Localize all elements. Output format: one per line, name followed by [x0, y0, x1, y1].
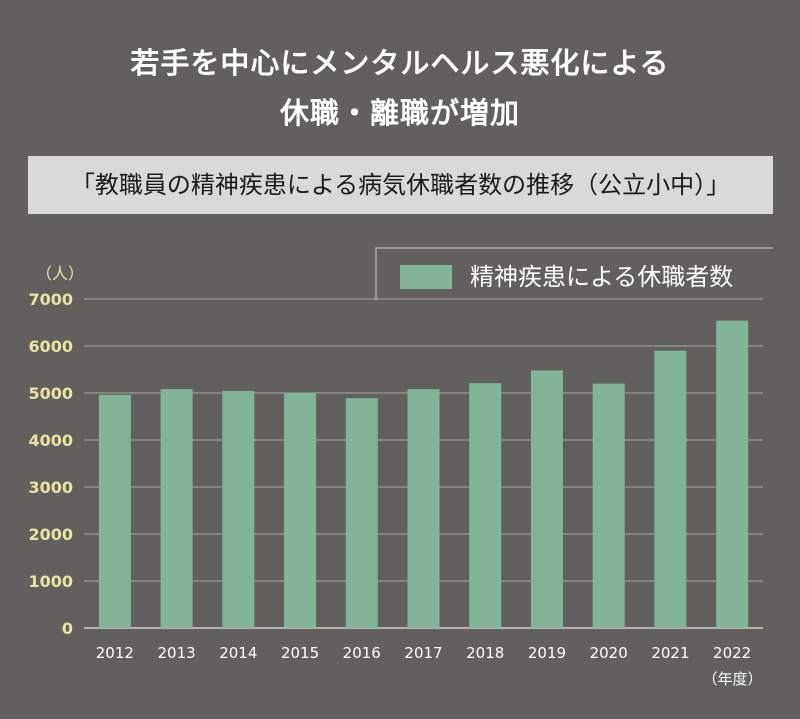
legend-label: 精神疾患による休職者数: [470, 263, 734, 291]
bar-2021: [654, 350, 687, 628]
bar-2014: [222, 390, 255, 628]
y-tick-label: 6000: [28, 337, 73, 356]
chart-title-line1: 若手を中心にメンタルヘルス悪化による: [130, 46, 670, 80]
bar-2015: [284, 392, 317, 628]
x-axis-unit-label: （年度）: [702, 670, 763, 688]
x-tick-label: 2012: [96, 644, 134, 662]
bar-2018: [469, 383, 502, 628]
y-tick-labels: 0 1000 2000 3000 4000 5000 6000 7000: [28, 290, 73, 638]
chart-subtitle: 「教職員の精神疾患による病気休職者数の推移（公立小中）」: [28, 156, 773, 214]
x-tick-label: 2016: [343, 644, 381, 662]
y-tick-label: 3000: [28, 478, 73, 497]
x-tick-label: 2015: [281, 644, 319, 662]
bar-2012: [98, 394, 131, 628]
bar-2017: [407, 389, 440, 628]
chart-title-line2: 休職・離職が増加: [279, 96, 520, 130]
bar-2022: [716, 320, 749, 628]
x-tick-label: 2019: [528, 644, 566, 662]
legend-swatch: [400, 265, 452, 289]
x-tick-label: 2014: [219, 644, 257, 662]
y-tick-label: 0: [62, 619, 73, 638]
bar-2020: [592, 383, 625, 628]
x-tick-label: 2021: [651, 644, 689, 662]
bar-2013: [160, 389, 193, 628]
y-tick-label: 1000: [28, 572, 73, 591]
x-tick-label: 2018: [466, 644, 504, 662]
x-tick-label: 2017: [404, 644, 442, 662]
y-axis-unit-label: （人）: [36, 264, 85, 283]
bars: [98, 320, 749, 628]
y-tick-label: 5000: [28, 384, 73, 403]
x-tick-labels: 2012 2013 2014 2015 2016 2017 2018 2019 2020 2021…: [96, 644, 751, 662]
bar-2016: [345, 398, 378, 628]
y-tick-label: 7000: [28, 290, 73, 309]
x-tick-label: 2022: [713, 644, 751, 662]
x-tick-label: 2013: [157, 644, 195, 662]
x-tick-label: 2020: [590, 644, 628, 662]
y-tick-label: 4000: [28, 431, 73, 450]
legend-frame: [375, 247, 773, 300]
y-tick-label: 2000: [28, 525, 73, 544]
bar-2019: [530, 370, 563, 628]
